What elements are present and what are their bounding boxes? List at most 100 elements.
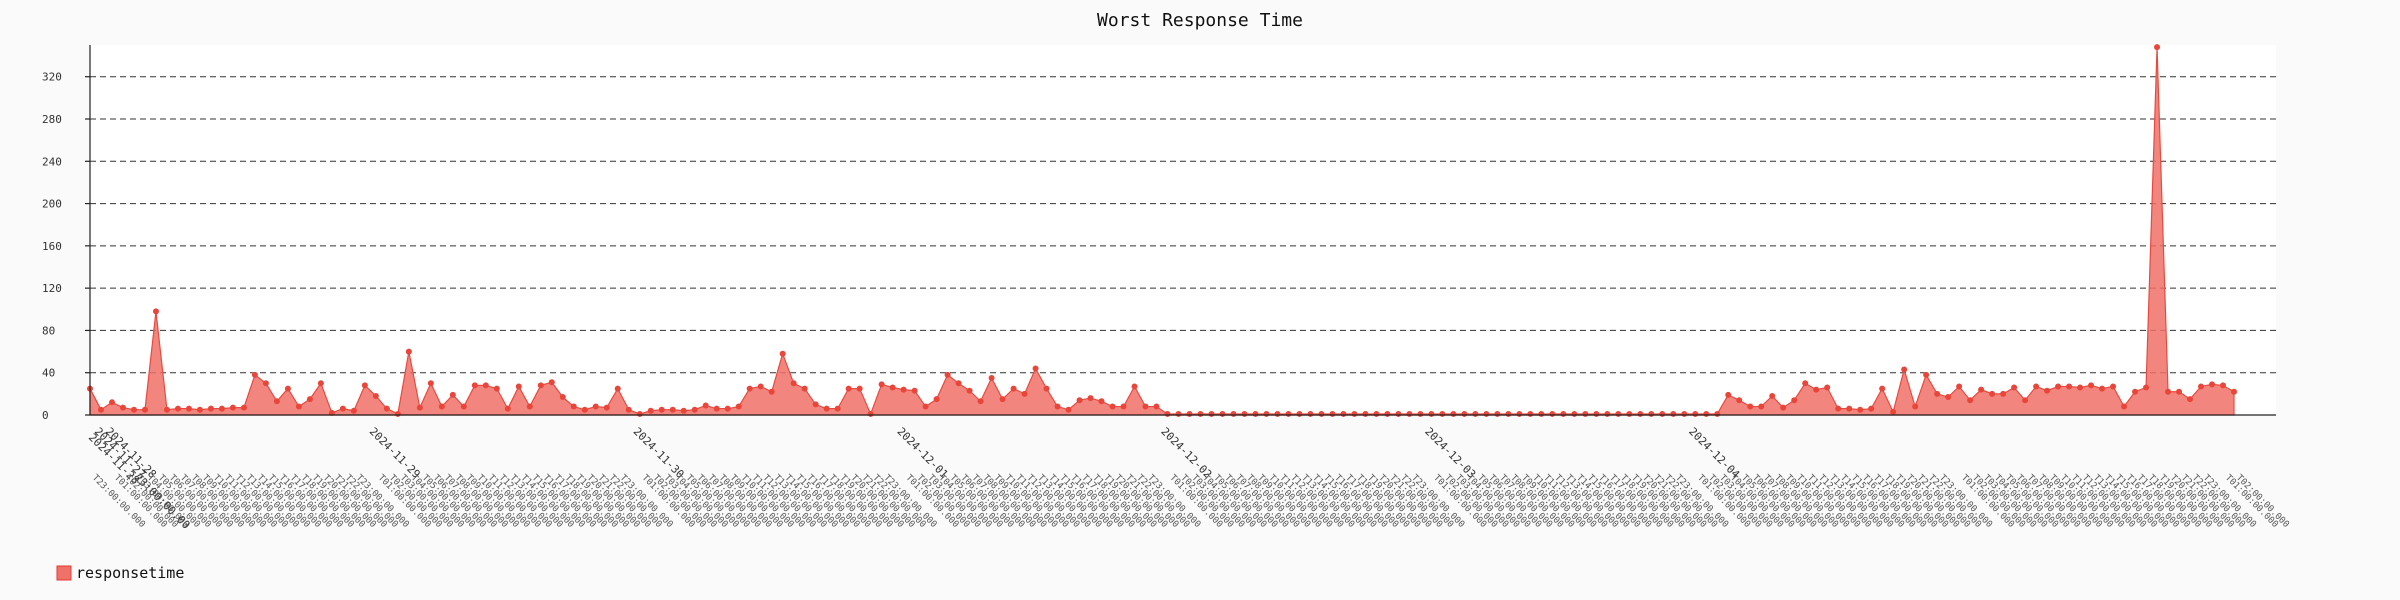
data-point [405,348,412,355]
data-point [1296,410,1303,417]
data-point [1472,410,1479,417]
data-point [1868,405,1875,412]
data-point [2220,382,2227,389]
data-point [2209,381,2216,388]
data-point [1373,410,1380,417]
data-point [1824,384,1831,391]
data-point [2121,403,2128,410]
data-point [1835,405,1842,412]
data-point [1637,410,1644,417]
data-point [988,375,995,381]
data-point [1813,386,1820,393]
data-point [1065,406,1072,413]
data-point [955,380,962,387]
data-point [438,403,445,410]
data-point [1197,410,1204,417]
data-point [229,404,236,411]
data-point [317,380,324,387]
data-point [636,410,643,417]
data-point [768,388,775,395]
data-point [1109,403,1116,410]
data-point [1736,397,1743,404]
data-point [867,410,874,417]
data-point [427,380,434,387]
data-point [108,399,115,406]
data-point [1769,392,1776,399]
data-point [1593,410,1600,417]
data-point [1175,410,1182,417]
chart-title: Worst Response Time [1097,10,1303,31]
axes: 0 40 80 120 160 200 240 280 320 [42,45,2276,422]
data-point [2176,388,2183,395]
data-point [1780,404,1787,411]
data-point [152,308,159,315]
legend[interactable]: responsetime [56,564,184,582]
data-point [1461,410,1468,417]
data-point [823,405,830,412]
data-point [163,406,170,413]
data-point [1043,385,1050,392]
data-point [449,391,456,398]
data-point [1989,390,1996,397]
data-point [790,380,797,387]
data-point [1021,390,1028,397]
data-point [1967,397,1974,404]
data-point [724,405,731,412]
data-point [2198,383,2205,390]
data-point [1747,403,1754,410]
y-tick-label-200: 200 [42,198,62,211]
data-point [1439,410,1446,417]
data-point [2000,390,2007,397]
data-point [284,385,291,392]
data-point [482,382,489,389]
data-point [1560,410,1567,417]
data-point [1131,383,1138,390]
data-point [1428,410,1435,417]
data-point [416,404,423,411]
data-point [394,410,401,417]
data-point [1626,410,1633,417]
data-point [1659,410,1666,417]
data-point [1120,403,1127,410]
data-point [1307,410,1314,417]
data-point [493,385,500,392]
data-point [856,385,863,392]
data-point [669,406,676,413]
data-point [889,384,896,391]
data-point [1791,397,1798,404]
data-point [779,350,786,357]
data-point [812,401,819,408]
data-point [504,405,511,412]
data-point [361,382,368,389]
data-point [1571,410,1578,417]
data-point [1340,410,1347,417]
data-point [933,396,940,403]
data-point [339,405,346,412]
data-point [2033,383,2040,390]
data-point [328,409,335,416]
data-point [1417,410,1424,417]
y-tick-label-160: 160 [42,240,62,253]
data-point [141,406,148,413]
data-point [1758,403,1765,410]
data-point [2099,385,2106,392]
data-point [251,371,258,378]
plot-area [90,45,2276,415]
data-point [834,405,841,412]
data-point [801,385,808,392]
data-point [207,405,214,412]
data-point [515,383,522,390]
data-point [1153,403,1160,410]
data-point [680,407,687,414]
data-point [295,403,302,410]
data-point [1263,410,1270,417]
data-point [1318,410,1325,417]
data-point [1681,410,1688,417]
y-tick-label-320: 320 [42,71,62,84]
legend-label: responsetime [76,564,184,582]
data-point [647,407,654,414]
data-point [900,386,907,393]
data-point [1252,410,1259,417]
data-point [185,405,192,412]
y-tick-label-120: 120 [42,282,62,295]
